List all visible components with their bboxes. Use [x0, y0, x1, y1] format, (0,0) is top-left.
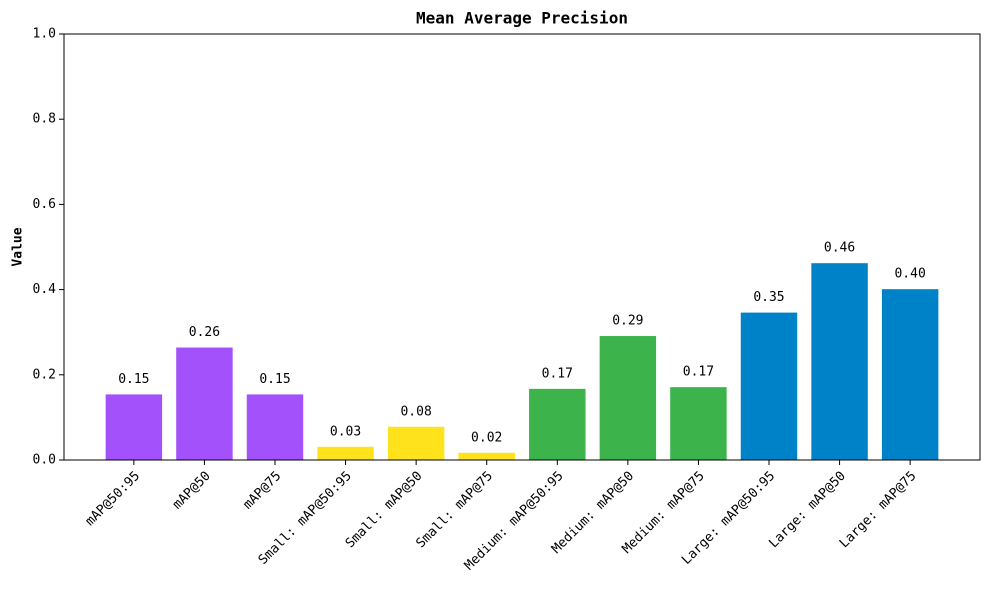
x-tick-label: Small: mAP@50 [343, 469, 426, 552]
bar [246, 394, 304, 460]
value-label: 0.40 [894, 267, 925, 282]
x-tick-label: mAP@50 [170, 469, 214, 513]
x-tick-label: Large: mAP@50 [766, 469, 849, 552]
bar [811, 263, 868, 460]
value-label: 0.02 [471, 430, 502, 445]
bar [881, 289, 939, 460]
value-label: 0.03 [330, 424, 361, 439]
y-tick-label: 0.0 [33, 453, 56, 468]
bar [599, 336, 657, 460]
bar [176, 347, 233, 460]
value-label: 0.29 [612, 314, 643, 329]
y-tick-label: 0.8 [33, 112, 56, 127]
value-label: 0.17 [683, 365, 714, 380]
value-label: 0.17 [542, 366, 573, 381]
chart-title: Mean Average Precision [416, 9, 628, 28]
value-label: 0.35 [753, 290, 784, 305]
y-tick-label: 1.0 [33, 27, 56, 42]
plot-frame [63, 33, 981, 461]
value-label: 0.46 [824, 241, 855, 256]
x-tick-label: mAP@75 [240, 469, 284, 513]
value-label: 0.08 [400, 404, 431, 419]
value-label: 0.26 [189, 325, 220, 340]
bar [740, 312, 798, 460]
x-tick-label: Small: mAP@75 [413, 469, 496, 552]
bar [317, 446, 374, 460]
bar [105, 394, 163, 460]
bar [458, 452, 515, 460]
value-label: 0.15 [259, 372, 290, 387]
y-tick-label: 0.2 [33, 367, 56, 382]
y-tick-label: 0.6 [33, 197, 56, 212]
value-label: 0.15 [118, 372, 149, 387]
y-tick-label: 0.4 [33, 282, 57, 297]
bar [670, 387, 727, 460]
x-tick-label: mAP@50:95 [83, 469, 143, 529]
y-axis-label: Value [11, 227, 26, 266]
bar [387, 426, 445, 460]
x-tick-label: Large: mAP@75 [837, 469, 920, 552]
bar [529, 388, 586, 460]
